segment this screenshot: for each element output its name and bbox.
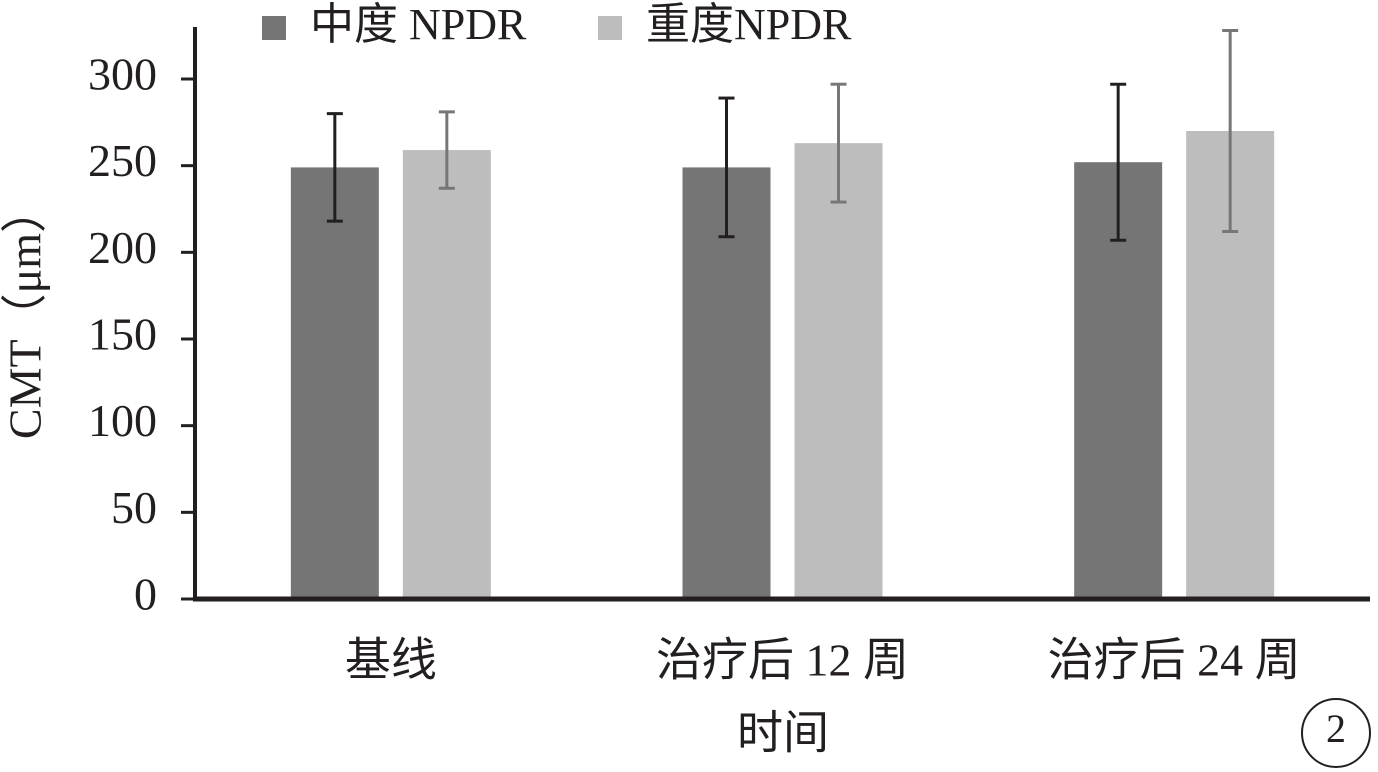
y-tick-label: 200	[88, 222, 157, 273]
error-bar	[718, 96, 735, 239]
legend-swatch	[262, 16, 286, 40]
y-tick-label: 250	[88, 135, 157, 186]
bar	[682, 167, 771, 599]
x-tick-label: 治疗后 24 周	[1048, 635, 1301, 686]
x-axis-label: 时间	[737, 708, 829, 759]
bar	[794, 143, 883, 599]
error-bar	[438, 110, 455, 190]
bar	[402, 150, 491, 600]
bar	[290, 167, 379, 599]
x-tick-label: 治疗后 12 周	[656, 635, 909, 686]
y-tick-label: 300	[88, 49, 157, 100]
error-bar	[1222, 28, 1239, 234]
legend-label: 重度NPDR	[646, 0, 852, 49]
y-axis-label: CMT（μm）	[0, 187, 51, 439]
error-bar	[1110, 82, 1127, 242]
x-tick-label: 基线	[345, 635, 437, 686]
error-bar	[326, 112, 343, 223]
y-tick-label: 150	[88, 309, 157, 360]
legend-label: 中度 NPDR	[310, 0, 527, 49]
panel-label: 2	[1326, 706, 1346, 751]
panel-circle	[1301, 698, 1371, 768]
y-tick-label: 50	[111, 482, 157, 533]
y-tick-label: 100	[88, 395, 157, 446]
y-tick-label: 0	[134, 569, 157, 620]
legend-swatch	[598, 16, 622, 40]
error-bar	[830, 82, 847, 204]
